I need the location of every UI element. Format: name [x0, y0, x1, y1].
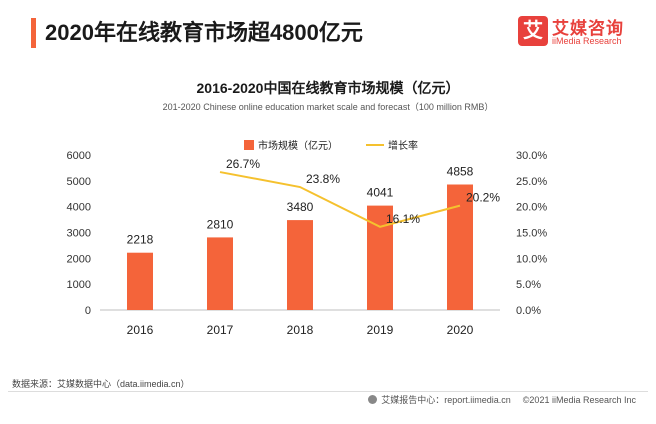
y-left-tick-label: 3000 [67, 228, 91, 240]
footer-divider [8, 391, 648, 392]
bar-2017 [207, 237, 233, 310]
y-left-tick-label: 6000 [67, 150, 91, 162]
y-right-tick-label: 0.0% [516, 305, 541, 317]
data-source-note: 数据来源：艾媒数据中心（data.iimedia.cn） [12, 379, 190, 389]
chart-subtitle: 201-2020 Chinese online education market… [162, 102, 494, 112]
growth-rate-label: 20.2% [466, 191, 500, 205]
x-tick-label: 2018 [287, 323, 314, 337]
y-left-tick-label: 0 [85, 305, 91, 317]
x-tick-label: 2017 [207, 323, 234, 337]
legend-label-growth-rate: 增长率 [388, 139, 418, 152]
bar-2018 [287, 220, 313, 310]
y-right-tick-label: 15.0% [516, 228, 547, 240]
report-center-link[interactable]: 艾媒报告中心：report.iimedia.cn [381, 395, 511, 405]
page-headline: 2020年在线教育市场超4800亿元 [45, 20, 363, 45]
y-right-tick-label: 30.0% [516, 150, 547, 162]
logo-english-name: iiMedia Research [552, 36, 622, 46]
chart-title: 2016-2020中国在线教育市场规模（亿元） [196, 80, 460, 96]
legend-swatch-market-size [244, 140, 254, 150]
logo-mark-icon: 艾 [518, 16, 548, 46]
x-tick-label: 2020 [447, 323, 474, 337]
bar-value-label: 3480 [287, 200, 314, 214]
copyright-text: ©2021 iiMedia Research Inc [522, 394, 636, 405]
growth-rate-label: 16.1% [386, 212, 420, 226]
bar-value-label: 2218 [127, 233, 154, 247]
x-tick-label: 2019 [367, 323, 394, 337]
iimedia-logo: 艾 艾媒咨询 iiMedia Research [518, 14, 638, 50]
footer: 艾媒报告中心：report.iimedia.cn ©2021 iiMedia R… [368, 393, 636, 406]
logo-chinese-name: 艾媒咨询 [552, 19, 624, 38]
bar-2016 [127, 252, 153, 310]
y-right-tick-label: 10.0% [516, 253, 547, 265]
y-right-tick-label: 5.0% [516, 279, 541, 291]
bar-2020 [447, 184, 473, 310]
bar-value-label: 2810 [207, 217, 234, 231]
x-tick-label: 2016 [127, 323, 154, 337]
report-center-icon [368, 395, 378, 404]
y-right-tick-label: 20.0% [516, 202, 547, 214]
growth-rate-line [219, 171, 461, 228]
growth-rate-label: 26.7% [226, 157, 260, 171]
y-left-tick-label: 1000 [67, 279, 91, 291]
bar-value-label: 4041 [367, 186, 394, 200]
y-left-tick-label: 4000 [67, 202, 91, 214]
y-left-tick-label: 5000 [67, 176, 91, 188]
bar-value-label: 4858 [447, 165, 474, 179]
headline-accent-bar [31, 18, 36, 48]
y-left-tick-label: 2000 [67, 253, 91, 265]
legend-label-market-size: 市场规模（亿元） [258, 139, 338, 152]
growth-rate-label: 23.8% [306, 172, 340, 186]
y-right-tick-label: 25.0% [516, 176, 547, 188]
